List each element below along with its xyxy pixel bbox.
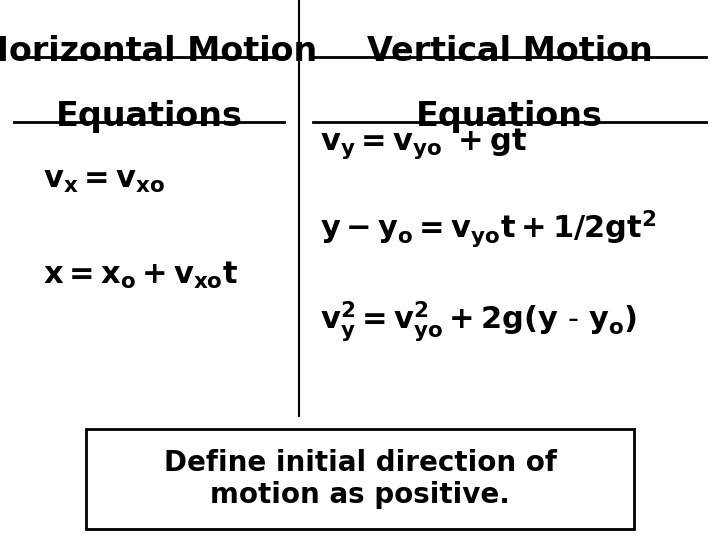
Text: $\mathbf{y - y_o = v_{yo}t + 1/2gt^2}$: $\mathbf{y - y_o = v_{yo}t + 1/2gt^2}$ xyxy=(320,209,657,250)
Text: $\mathbf{v_y = v_{yo}\ + gt}$: $\mathbf{v_y = v_{yo}\ + gt}$ xyxy=(320,126,528,160)
Text: $\mathbf{v_y^2 = v_{yo}^2 + 2g(y\ \text{-}\ y_o)}$: $\mathbf{v_y^2 = v_{yo}^2 + 2g(y\ \text{… xyxy=(320,299,637,343)
Text: Horizontal Motion: Horizontal Motion xyxy=(0,35,318,68)
FancyBboxPatch shape xyxy=(86,429,634,529)
Text: Equations: Equations xyxy=(416,100,603,133)
Text: Define initial direction of
motion as positive.: Define initial direction of motion as po… xyxy=(163,449,557,509)
Text: $\mathbf{x = x_o + v_{xo}t}$: $\mathbf{x = x_o + v_{xo}t}$ xyxy=(43,260,238,291)
Text: Vertical Motion: Vertical Motion xyxy=(366,35,652,68)
Text: $\mathbf{v_x = v_{xo}}$: $\mathbf{v_x = v_{xo}}$ xyxy=(43,166,165,195)
Text: Equations: Equations xyxy=(56,100,243,133)
